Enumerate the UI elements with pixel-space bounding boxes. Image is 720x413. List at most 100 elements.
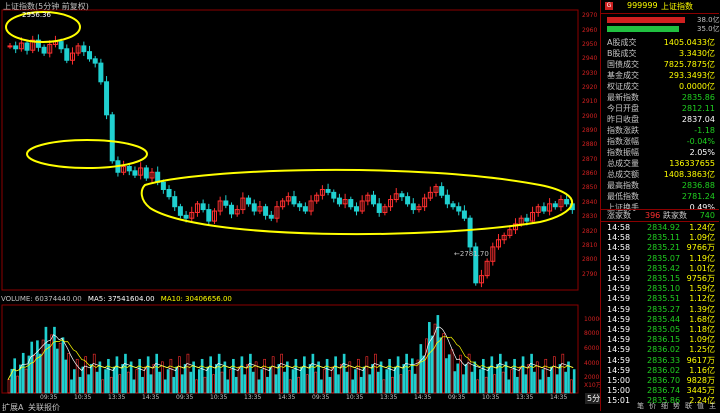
volume-bar [61, 337, 65, 394]
volume-bar [237, 366, 241, 394]
volume-bar [402, 364, 406, 394]
tick-row[interactable]: 14:59 2835.10 1.59亿 [601, 283, 719, 294]
volume-bar [552, 356, 556, 394]
volume-bar [555, 374, 559, 394]
panel-tab[interactable]: 势 [673, 402, 680, 410]
candle-body [18, 42, 24, 50]
volume-bar [331, 366, 335, 394]
footer-right-tab[interactable]: 关联报价 [28, 403, 60, 412]
candle-body [495, 239, 501, 248]
volume-bar [271, 356, 275, 394]
tick-price: 2836.70 [647, 376, 681, 385]
tick-row[interactable]: 14:59 2835.05 1.18亿 [601, 324, 719, 335]
tick-row[interactable]: 14:58 2835.11 1.09亿 [601, 232, 719, 243]
volume-bar [442, 333, 445, 394]
tick-row[interactable]: 14:59 2836.02 1.25亿 [601, 344, 719, 355]
tick-row[interactable]: 15:00 2836.70 9828万 [601, 375, 719, 386]
candle-body [371, 194, 377, 205]
stat-value: 1405.0433亿 [663, 38, 715, 47]
volume-bar [320, 379, 323, 394]
tick-row[interactable]: 14:59 2836.33 9617万 [601, 355, 719, 366]
candle-body [513, 223, 519, 231]
tick-row[interactable]: 14:59 2835.42 1.01亿 [601, 263, 719, 274]
volume-bar [393, 366, 397, 394]
volume-bar [55, 348, 59, 394]
volume-bar [107, 358, 110, 394]
volume-bar [334, 356, 337, 394]
volume-bar [300, 366, 303, 394]
volume-bar [266, 376, 269, 394]
candle-body [69, 52, 75, 61]
candle-body [490, 246, 496, 262]
tick-volume: 1.01亿 [689, 263, 715, 273]
volume-bar [291, 369, 295, 394]
volume-bar [129, 361, 133, 394]
tick-time: 14:59 [607, 325, 631, 334]
tick-row[interactable]: 14:59 2835.51 1.12亿 [601, 293, 719, 304]
price-tick: 2800 [582, 256, 598, 264]
tick-row[interactable]: 14:58 2834.92 1.24亿 [601, 222, 719, 233]
tick-row[interactable]: 14:59 2835.07 1.19亿 [601, 253, 719, 264]
time-tick: 09:35 [176, 394, 194, 401]
volume-bar [456, 363, 460, 394]
candle-body [524, 217, 530, 222]
panel-tab[interactable]: 细 [661, 402, 668, 410]
stat-label: A股成交 [607, 38, 637, 47]
tick-volume: 2.24亿 [689, 396, 715, 406]
volume-bar [379, 361, 383, 394]
tick-price: 2836.33 [647, 355, 681, 365]
volume-bar [447, 354, 451, 394]
volume-bar [311, 353, 315, 394]
price-tick: 2830 [582, 213, 598, 221]
panel-tab[interactable]: 值 [697, 402, 704, 410]
volume-bar [527, 364, 531, 394]
panel-tab[interactable]: 联 [685, 402, 692, 410]
volume-bar [473, 361, 477, 394]
price-tick: 2860 [582, 170, 598, 178]
panel-icon[interactable]: G [605, 2, 613, 10]
stat-label: 今日开盘 [607, 104, 639, 113]
tick-row[interactable]: 15:00 2836.74 3445万 [601, 385, 719, 396]
price-tick: 2940 [582, 55, 598, 63]
panel-tab[interactable]: 价 [649, 402, 656, 410]
candle-body [24, 42, 30, 51]
kline-chart-svg[interactable] [0, 0, 600, 411]
candle-body [280, 200, 286, 208]
time-tick: 13:35 [380, 394, 398, 401]
tick-volume: 1.59亿 [689, 284, 715, 294]
tick-time: 15:00 [607, 376, 631, 385]
volume-bar [53, 326, 56, 394]
footer-left-tab[interactable]: 扩展A [2, 403, 24, 412]
volume-bar [496, 364, 499, 394]
volume-bar [479, 369, 482, 394]
tick-row[interactable]: 14:59 2835.15 9756万 [601, 273, 719, 284]
volume-bar [195, 379, 198, 394]
tick-row[interactable]: 14:59 2835.27 1.39亿 [601, 304, 719, 315]
volume-bar [246, 364, 249, 394]
kline-chart-area[interactable]: 上证指数(5分钟 前复权) 2956.36 ←2781.70 VOLUME: 6… [0, 0, 611, 412]
volume-bar [38, 353, 42, 394]
panel-tab[interactable]: 笔 [637, 402, 644, 410]
volume-bar [428, 322, 431, 394]
volume-bar [354, 369, 357, 394]
volume-bar [388, 358, 391, 394]
tick-row[interactable]: 14:58 2835.21 9766万 [601, 242, 719, 253]
tick-row[interactable]: 14:59 2836.02 1.16亿 [601, 365, 719, 376]
tick-price: 2836.02 [647, 345, 681, 355]
panel-tab[interactable]: 主 [709, 402, 716, 410]
candle-body [58, 41, 64, 50]
tick-row[interactable]: 15:01 2835.86 2.24亿 [601, 395, 719, 406]
time-tick: 09:35 [312, 394, 330, 401]
stat-row: 最新指数 2835.86 [601, 92, 719, 103]
time-tick: 13:35 [244, 394, 262, 401]
volume-bar [172, 376, 176, 394]
price-tick: 2890 [582, 127, 598, 135]
volume-value: VOLUME: 60374440.00 [1, 295, 82, 303]
price-tick: 2900 [582, 112, 598, 120]
tick-row[interactable]: 14:59 2836.15 1.09亿 [601, 334, 719, 345]
volume-bar [146, 356, 150, 394]
stat-value: 136337655 [669, 159, 715, 168]
period-label[interactable]: 5分钟 [585, 393, 611, 404]
tick-time: 15:00 [607, 386, 631, 396]
tick-row[interactable]: 14:59 2835.44 1.68亿 [601, 314, 719, 325]
